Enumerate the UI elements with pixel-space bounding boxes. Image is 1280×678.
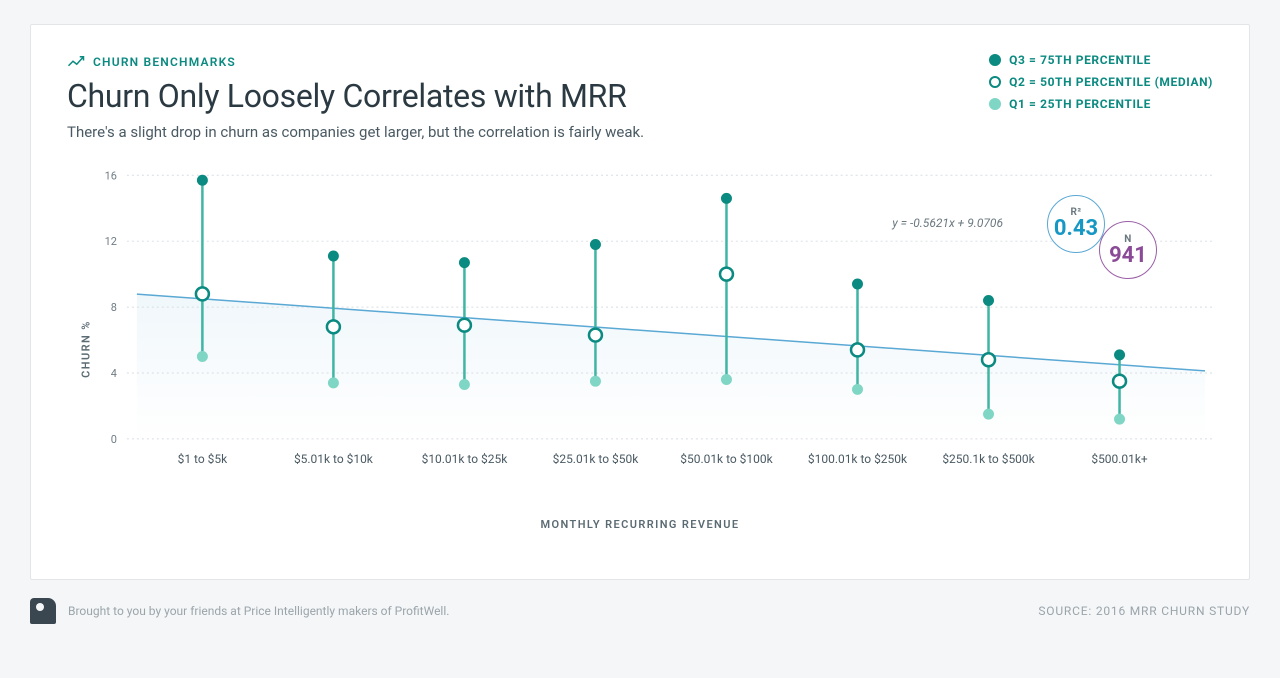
- svg-text:$250.1k to $500k: $250.1k to $500k: [942, 452, 1035, 466]
- legend: Q3 = 75TH PERCENTILE Q2 = 50TH PERCENTIL…: [989, 53, 1213, 119]
- chart-title: Churn Only Loosely Correlates with MRR: [67, 77, 989, 115]
- legend-q3-label: Q3 = 75TH PERCENTILE: [1009, 53, 1151, 67]
- legend-dot-q3: [989, 54, 1001, 66]
- svg-text:$5.01k to $10k: $5.01k to $10k: [294, 452, 374, 466]
- svg-text:0: 0: [111, 433, 117, 446]
- legend-q1-label: Q1 = 25TH PERCENTILE: [1009, 97, 1151, 111]
- svg-text:$100.01k to $250k: $100.01k to $250k: [808, 452, 908, 466]
- n-value: 941: [1109, 245, 1147, 267]
- svg-text:$1 to $5k: $1 to $5k: [178, 452, 228, 466]
- logo-icon: [30, 598, 56, 624]
- svg-text:12: 12: [105, 235, 117, 248]
- x-axis-label: MONTHLY RECURRING REVENUE: [541, 518, 740, 531]
- eyebrow-text: CHURN BENCHMARKS: [93, 55, 236, 69]
- svg-text:4: 4: [111, 367, 117, 380]
- svg-text:8: 8: [111, 301, 117, 314]
- footer-attribution: Brought to you by your friends at Price …: [68, 604, 449, 618]
- footer-source: SOURCE: 2016 MRR CHURN STUDY: [1038, 604, 1250, 618]
- n-badge: N 941: [1099, 221, 1157, 279]
- footer-left: Brought to you by your friends at Price …: [30, 598, 449, 624]
- footer: Brought to you by your friends at Price …: [30, 598, 1250, 624]
- r2-badge: R² 0.43: [1047, 195, 1105, 253]
- svg-text:$25.01k to $50k: $25.01k to $50k: [553, 452, 640, 466]
- chart-card: CHURN BENCHMARKS Churn Only Loosely Corr…: [30, 24, 1250, 580]
- svg-text:$50.01k to $100k: $50.01k to $100k: [680, 452, 773, 466]
- legend-q2: Q2 = 50TH PERCENTILE (MEDIAN): [989, 75, 1213, 89]
- svg-text:$500.01k+: $500.01k+: [1091, 452, 1148, 466]
- svg-text:$10.01k to $25k: $10.01k to $25k: [422, 452, 509, 466]
- r2-value: 0.43: [1054, 218, 1098, 240]
- header-left: CHURN BENCHMARKS Churn Only Loosely Corr…: [67, 53, 989, 141]
- legend-dot-q2: [989, 76, 1001, 88]
- chart-subtitle: There's a slight drop in churn as compan…: [67, 123, 989, 141]
- legend-q1: Q1 = 25TH PERCENTILE: [989, 97, 1213, 111]
- eyebrow: CHURN BENCHMARKS: [67, 53, 989, 71]
- legend-q2-label: Q2 = 50TH PERCENTILE (MEDIAN): [1009, 75, 1213, 89]
- header-row: CHURN BENCHMARKS Churn Only Loosely Corr…: [67, 53, 1213, 141]
- trend-equation: y = -0.5621x + 9.0706: [892, 216, 1003, 230]
- trend-icon: [67, 53, 85, 71]
- legend-dot-q1: [989, 98, 1001, 110]
- chart-svg: 0 4 8 12 16 $1 to $5k $5.01k to $10k $10.01k to…: [67, 169, 1213, 529]
- svg-text:16: 16: [105, 169, 117, 182]
- legend-q3: Q3 = 75TH PERCENTILE: [989, 53, 1213, 67]
- chart-area: CHURN % 0481216$1 to $5k$5.01k to $10k$1…: [67, 169, 1213, 529]
